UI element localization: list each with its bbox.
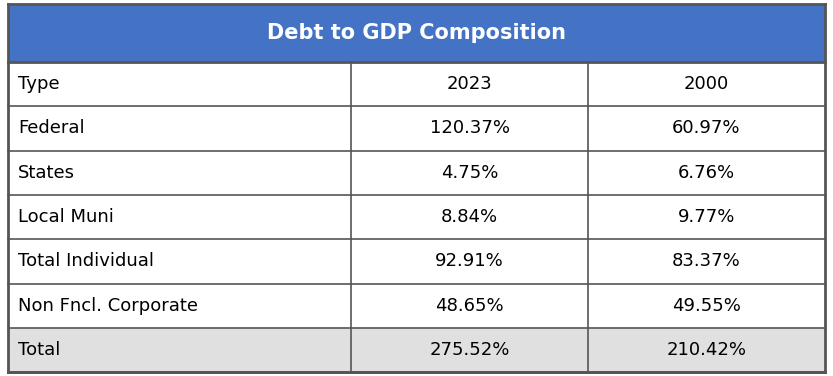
Text: 2000: 2000 bbox=[684, 75, 729, 93]
Text: Local Muni: Local Muni bbox=[18, 208, 114, 226]
Text: Non Fncl. Corporate: Non Fncl. Corporate bbox=[18, 297, 198, 315]
Text: 2023: 2023 bbox=[446, 75, 492, 93]
Text: Type: Type bbox=[18, 75, 60, 93]
Text: 9.77%: 9.77% bbox=[677, 208, 735, 226]
Text: 48.65%: 48.65% bbox=[436, 297, 504, 315]
Text: 4.75%: 4.75% bbox=[441, 164, 498, 182]
Text: Federal: Federal bbox=[18, 120, 85, 138]
Text: 275.52%: 275.52% bbox=[429, 341, 510, 359]
Bar bbox=[8, 4, 825, 62]
Bar bbox=[8, 62, 825, 106]
Text: 6.76%: 6.76% bbox=[678, 164, 735, 182]
Text: States: States bbox=[18, 164, 75, 182]
Text: 49.55%: 49.55% bbox=[672, 297, 741, 315]
Text: 210.42%: 210.42% bbox=[666, 341, 746, 359]
Bar bbox=[8, 284, 825, 328]
Bar bbox=[8, 195, 825, 239]
Text: Debt to GDP Composition: Debt to GDP Composition bbox=[267, 23, 566, 43]
Bar bbox=[8, 151, 825, 195]
Text: 92.91%: 92.91% bbox=[435, 252, 504, 270]
Text: 8.84%: 8.84% bbox=[441, 208, 498, 226]
Text: 60.97%: 60.97% bbox=[672, 120, 741, 138]
Text: Total: Total bbox=[18, 341, 61, 359]
Text: 120.37%: 120.37% bbox=[430, 120, 510, 138]
Bar bbox=[8, 106, 825, 151]
Text: Total Individual: Total Individual bbox=[18, 252, 154, 270]
Text: 83.37%: 83.37% bbox=[672, 252, 741, 270]
Bar bbox=[8, 239, 825, 284]
Bar bbox=[8, 328, 825, 372]
